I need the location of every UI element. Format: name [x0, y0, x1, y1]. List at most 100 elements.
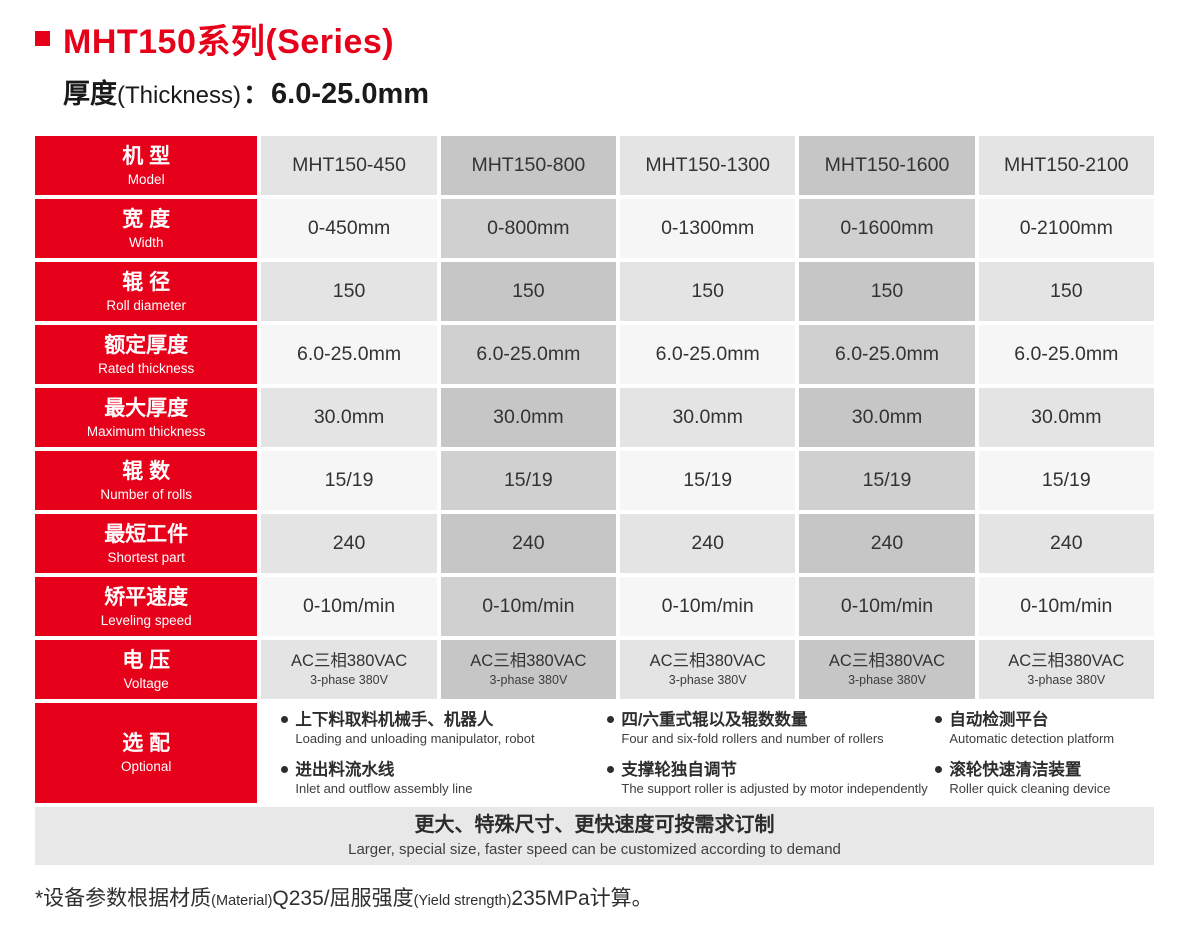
width-cell: 0-450mm: [261, 199, 437, 258]
page-title: MHT150系列(Series): [63, 23, 395, 61]
footnote-part-2: (Material): [211, 893, 273, 909]
row-label-shortest-part: 最短工件 Shortest part: [35, 514, 258, 573]
roll-diameter-cell: 150: [620, 262, 796, 321]
optional-item-zh-text: 进出料流水线: [295, 760, 395, 779]
footnote-part-3: Q235/屈服强度: [272, 887, 414, 910]
row-label-optional: 选 配 Optional: [35, 703, 258, 803]
voltage-value-zh: AC三相380VAC: [470, 652, 587, 670]
shortest-part-cell: 240: [440, 514, 617, 573]
width-cell: 0-1600mm: [799, 199, 975, 258]
optional-item-zh: 上下料取料机械手、机器人: [281, 710, 607, 731]
red-square-bullet-icon: [35, 31, 50, 46]
optional-item: 四/六重式辊以及辊数数量 Four and six-fold rollers a…: [607, 710, 935, 747]
roll-diameter-cell: 150: [261, 262, 437, 321]
row-roll-diameter: 辊 径 Roll diameter 150 150 150 150 150: [35, 262, 1154, 321]
row-label-roll-diameter: 辊 径 Roll diameter: [35, 262, 258, 321]
optional-group-3: 自动检测平台 Automatic detection platform 滚轮快速…: [935, 710, 1154, 797]
row-label-leveling-speed: 矫平速度 Leveling speed: [35, 577, 258, 636]
optional-item-en: The support roller is adjusted by motor …: [621, 780, 928, 796]
footnote: *设备参数根据材质(Material)Q235/屈服强度(Yield stren…: [35, 882, 1189, 912]
row-label-zh: 机 型: [122, 144, 171, 168]
row-label-zh: 辊 数: [122, 459, 171, 483]
roll-diameter-cell: 150: [799, 262, 975, 321]
voltage-cell: AC三相380VAC 3-phase 380V: [620, 640, 796, 699]
rated-thickness-cell: 6.0-25.0mm: [440, 325, 617, 384]
rated-thickness-cell: 6.0-25.0mm: [620, 325, 796, 384]
thickness-value: 6.0-25.0mm: [271, 78, 430, 110]
voltage-value-en: 3-phase 380V: [1027, 673, 1106, 687]
row-label-en: Optional: [121, 759, 172, 774]
row-leveling-speed: 矫平速度 Leveling speed 0-10m/min 0-10m/min …: [35, 577, 1154, 636]
number-of-rolls-cell: 15/19: [620, 451, 796, 510]
roll-diameter-cell: 150: [978, 262, 1154, 321]
optional-item-en: Four and six-fold rollers and number of …: [621, 730, 884, 746]
row-voltage: 电 压 Voltage AC三相380VAC 3-phase 380V AC三相…: [35, 640, 1154, 699]
row-model: 机 型 Model MHT150-450 MHT150-800 MHT150-1…: [35, 136, 1154, 195]
optional-item: 进出料流水线 Inlet and outflow assembly line: [281, 760, 607, 797]
optional-item: 支撑轮独自调节 The support roller is adjusted b…: [607, 760, 935, 797]
footnote-part-1: *设备参数根据材质: [35, 887, 212, 910]
voltage-cell: AC三相380VAC 3-phase 380V: [799, 640, 975, 699]
voltage-cell: AC三相380VAC 3-phase 380V: [978, 640, 1154, 699]
optional-item-zh-text: 滚轮快速清洁装置: [949, 760, 1082, 779]
row-label-voltage: 电 压 Voltage: [35, 640, 258, 699]
bullet-icon: [281, 715, 289, 723]
optional-item-zh-text: 上下料取料机械手、机器人: [295, 710, 494, 729]
row-label-en: Shortest part: [107, 549, 185, 565]
row-label-en: Voltage: [123, 675, 169, 691]
voltage-cell: AC三相380VAC 3-phase 380V: [261, 640, 437, 699]
thickness-separator: ：: [243, 79, 270, 109]
bullet-icon: [607, 715, 615, 723]
optional-item-en: Inlet and outflow assembly line: [295, 780, 473, 796]
row-label-zh: 选 配: [122, 732, 171, 755]
optional-item-zh: 四/六重式辊以及辊数数量: [607, 710, 935, 731]
row-label-number-of-rolls: 辊 数 Number of rolls: [35, 451, 258, 510]
row-label-zh: 宽 度: [122, 207, 171, 231]
optional-item-en: Roller quick cleaning device: [949, 780, 1111, 796]
width-cell: 0-2100mm: [978, 199, 1154, 258]
roll-diameter-cell: 150: [440, 262, 617, 321]
row-label-maximum-thickness: 最大厚度 Maximum thickness: [35, 388, 258, 447]
voltage-value-en: 3-phase 380V: [489, 673, 568, 687]
row-label-en: Rated thickness: [98, 360, 195, 376]
row-maximum-thickness: 最大厚度 Maximum thickness 30.0mm 30.0mm 30.…: [35, 388, 1154, 447]
maximum-thickness-cell: 30.0mm: [440, 388, 617, 447]
voltage-value-en: 3-phase 380V: [310, 673, 388, 687]
leveling-speed-cell: 0-10m/min: [440, 577, 617, 636]
row-label-zh: 额定厚度: [104, 333, 189, 357]
voltage-value-zh: AC三相380VAC: [828, 652, 946, 670]
leveling-speed-cell: 0-10m/min: [799, 577, 975, 636]
row-label-zh: 矫平速度: [104, 585, 189, 609]
leveling-speed-cell: 0-10m/min: [978, 577, 1154, 636]
row-label-en: Roll diameter: [106, 297, 186, 313]
model-cell: MHT150-1300: [620, 136, 796, 195]
width-cell: 0-800mm: [440, 199, 617, 258]
model-cell: MHT150-450: [261, 136, 437, 195]
number-of-rolls-cell: 15/19: [799, 451, 975, 510]
voltage-cell: AC三相380VAC 3-phase 380V: [440, 640, 617, 699]
bullet-icon: [281, 765, 289, 773]
footnote-part-4: (Yield strength): [413, 893, 512, 909]
shortest-part-cell: 240: [978, 514, 1154, 573]
rated-thickness-cell: 6.0-25.0mm: [978, 325, 1154, 384]
optional-items-cell: 上下料取料机械手、机器人 Loading and unloading manip…: [261, 703, 1154, 803]
optional-item-zh: 滚轮快速清洁装置: [935, 760, 1154, 781]
bullet-icon: [607, 765, 615, 773]
row-label-en: Width: [128, 234, 164, 250]
row-width: 宽 度 Width 0-450mm 0-800mm 0-1300mm 0-160…: [35, 199, 1154, 258]
optional-item-en: Loading and unloading manipulator, robot: [295, 730, 535, 746]
model-cell: MHT150-800: [440, 136, 617, 195]
model-cell: MHT150-2100: [978, 136, 1154, 195]
bullet-icon: [935, 715, 943, 723]
row-label-en: Number of rolls: [100, 486, 192, 502]
optional-item-zh-text: 四/六重式辊以及辊数数量: [621, 710, 808, 729]
footer-banner-en: Larger, special size, faster speed can b…: [348, 841, 841, 858]
row-label-en: Maximum thickness: [86, 423, 206, 439]
footnote-part-5: 235MPa计算。: [511, 887, 653, 910]
optional-item-zh: 自动检测平台: [935, 710, 1154, 731]
footer-banner-cell: 更大、特殊尺寸、更快速度可按需求订制 Larger, special size,…: [35, 807, 1154, 865]
thickness-label-en: (Thickness): [117, 82, 242, 109]
row-number-of-rolls: 辊 数 Number of rolls 15/19 15/19 15/19 15…: [35, 451, 1154, 510]
shortest-part-cell: 240: [799, 514, 975, 573]
